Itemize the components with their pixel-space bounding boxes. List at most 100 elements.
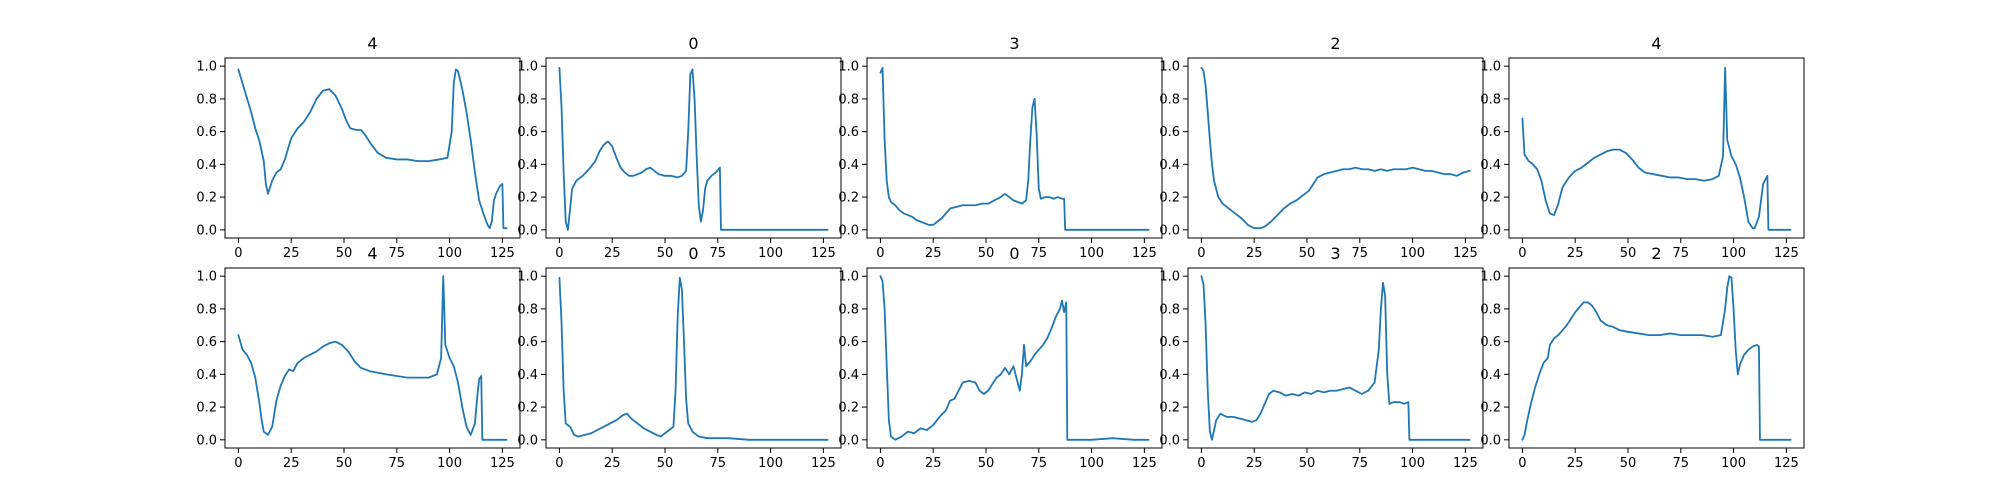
series-line <box>879 275 1150 441</box>
x-tick-label: 50 <box>1299 456 1316 471</box>
y-tick-label: 1.0 <box>517 270 538 285</box>
subplot-9: 3 0 25 50 75 100 125 0.0 0.2 0.4 0.6 0.8 1.0 <box>1159 244 1484 471</box>
x-tick-label: 25 <box>283 456 300 471</box>
y-tick-label: 0.0 <box>196 223 217 238</box>
x-tick-label: 75 <box>389 246 406 261</box>
y-tick-label: 0.8 <box>1480 92 1501 107</box>
y-tick-label: 0.0 <box>838 223 859 238</box>
x-tick-label: 100 <box>758 456 783 471</box>
y-tick-label: 0.8 <box>517 92 538 107</box>
subplot-title: 4 <box>1651 34 1661 53</box>
y-tick-label: 0.8 <box>196 92 217 107</box>
x-tick-label: 125 <box>1453 246 1478 261</box>
series-line <box>1200 66 1471 230</box>
x-tick-label: 25 <box>1567 246 1584 261</box>
x-tick-label: 0 <box>555 246 563 261</box>
x-tick-label: 25 <box>925 246 942 261</box>
x-tick-label: 100 <box>1079 456 1104 471</box>
x-tick-label: 100 <box>437 456 462 471</box>
y-tick-label: 0.0 <box>1159 433 1180 448</box>
y-tick-label: 0.2 <box>838 191 859 206</box>
series-line <box>879 66 1150 231</box>
y-tick-label: 0.4 <box>517 368 538 383</box>
axes-frame <box>224 57 521 239</box>
y-tick-label: 1.0 <box>838 60 859 75</box>
y-tick-label: 1.0 <box>1480 270 1501 285</box>
x-tick-label: 100 <box>1721 246 1746 261</box>
x-tick-label: 125 <box>1132 246 1157 261</box>
x-tick-label: 50 <box>1620 456 1637 471</box>
y-tick-label: 0.4 <box>838 368 859 383</box>
x-tick-label: 100 <box>1721 456 1746 471</box>
series-line <box>558 66 829 231</box>
y-tick-label: 0.6 <box>1480 125 1501 140</box>
x-tick-label: 75 <box>1352 456 1369 471</box>
x-tick-label: 0 <box>876 456 884 471</box>
series-line <box>1521 275 1792 441</box>
x-tick-label: 125 <box>1132 456 1157 471</box>
axes-frame <box>545 57 842 239</box>
x-tick-label: 75 <box>1673 246 1690 261</box>
series-line <box>1521 66 1792 231</box>
x-tick-label: 50 <box>978 246 995 261</box>
x-tick-label: 25 <box>1567 456 1584 471</box>
subplot-title: 0 <box>688 244 698 263</box>
y-tick-label: 0.2 <box>517 191 538 206</box>
subplot-8: 0 0 25 50 75 100 125 0.0 0.2 0.4 0.6 0.8 1.0 <box>838 244 1163 471</box>
y-tick-label: 0.2 <box>517 401 538 416</box>
y-tick-label: 0.8 <box>838 92 859 107</box>
x-tick-label: 125 <box>1774 246 1799 261</box>
x-tick-label: 100 <box>1400 456 1425 471</box>
subplot-title: 0 <box>688 34 698 53</box>
y-tick-label: 0.0 <box>1159 223 1180 238</box>
x-tick-label: 25 <box>283 246 300 261</box>
y-tick-label: 1.0 <box>196 270 217 285</box>
x-tick-label: 50 <box>336 246 353 261</box>
y-tick-label: 0.0 <box>196 433 217 448</box>
axes-frame <box>1187 267 1484 449</box>
subplot-2: 0 0 25 50 75 100 125 0.0 0.2 0.4 0.6 0.8 1.0 <box>517 34 842 261</box>
y-tick-label: 0.2 <box>1480 191 1501 206</box>
series-line <box>237 68 508 230</box>
x-tick-label: 25 <box>925 456 942 471</box>
y-tick-label: 0.2 <box>196 401 217 416</box>
x-tick-label: 125 <box>811 456 836 471</box>
x-tick-label: 25 <box>604 456 621 471</box>
subplot-title: 0 <box>1009 244 1019 263</box>
y-tick-label: 0.4 <box>1480 368 1501 383</box>
x-tick-label: 75 <box>710 246 727 261</box>
x-tick-label: 0 <box>234 246 242 261</box>
axes-frame <box>866 267 1163 449</box>
subplot-title: 2 <box>1651 244 1661 263</box>
y-tick-label: 0.8 <box>1159 302 1180 317</box>
series-line <box>1200 275 1471 441</box>
axes-frame <box>1508 267 1805 449</box>
subplot-title: 4 <box>367 244 377 263</box>
x-tick-label: 50 <box>657 246 674 261</box>
x-tick-label: 100 <box>758 246 783 261</box>
y-tick-label: 0.0 <box>517 223 538 238</box>
y-tick-label: 0.4 <box>1480 158 1501 173</box>
subplot-3: 3 0 25 50 75 100 125 0.0 0.2 0.4 0.6 0.8 1.0 <box>838 34 1163 261</box>
x-tick-label: 75 <box>1673 456 1690 471</box>
x-tick-label: 0 <box>555 456 563 471</box>
y-tick-label: 1.0 <box>1159 270 1180 285</box>
x-tick-label: 25 <box>1246 456 1263 471</box>
subplot-title: 4 <box>367 34 377 53</box>
subplot-title: 3 <box>1330 244 1340 263</box>
axes-frame <box>224 267 521 449</box>
subplot-title: 2 <box>1330 34 1340 53</box>
x-tick-label: 75 <box>1031 246 1048 261</box>
y-tick-label: 0.6 <box>838 125 859 140</box>
y-tick-label: 0.4 <box>838 158 859 173</box>
y-tick-label: 1.0 <box>196 60 217 75</box>
axes-frame <box>1187 57 1484 239</box>
y-tick-label: 0.4 <box>196 158 217 173</box>
y-tick-label: 0.4 <box>517 158 538 173</box>
series-line <box>558 276 829 441</box>
y-tick-label: 0.2 <box>1159 191 1180 206</box>
x-tick-label: 75 <box>1031 456 1048 471</box>
subplot-title: 3 <box>1009 34 1019 53</box>
y-tick-label: 0.8 <box>517 302 538 317</box>
